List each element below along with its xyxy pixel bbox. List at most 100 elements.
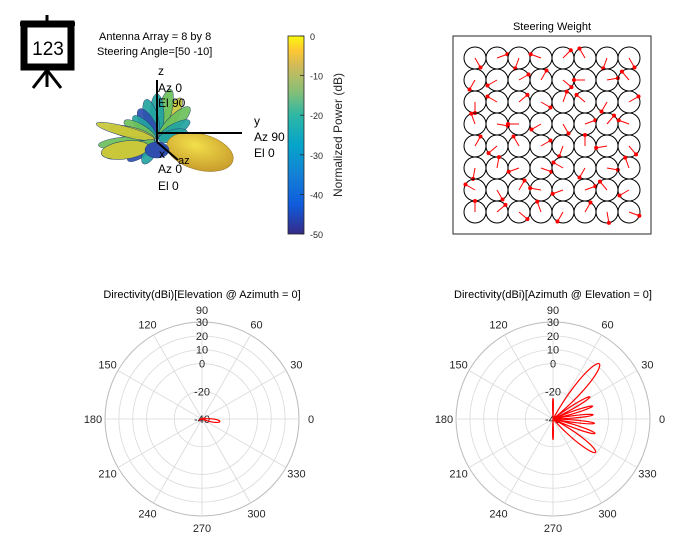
polar-radius-label: 30: [196, 317, 208, 329]
polar-angle-label: 300: [247, 508, 265, 520]
weight-marker: [528, 186, 533, 191]
polar-angle-label: 60: [250, 320, 262, 332]
weight-marker: [564, 89, 569, 94]
polar-angle-label: 90: [196, 305, 208, 317]
x-axis-az-label: Az 0: [158, 162, 182, 176]
weight-marker: [469, 111, 474, 116]
polar-angle-label: 30: [641, 360, 653, 372]
polar-angle-label: 240: [489, 508, 507, 520]
polar-grid-spoke: [504, 418, 554, 504]
polar-angle-label: 300: [598, 508, 616, 520]
weight-marker: [548, 138, 553, 143]
weight-marker: [496, 155, 501, 160]
steering-weight-panel: Steering Weight: [452, 21, 652, 235]
weight-marker: [616, 118, 621, 123]
colorbar-tick-label: 0: [310, 32, 315, 42]
colorbar-tick-label: -10: [310, 72, 323, 82]
weight-marker: [577, 46, 582, 51]
weight-marker: [550, 191, 555, 196]
weight-marker: [597, 179, 602, 184]
steering-weight-title: Steering Weight: [513, 21, 591, 33]
polar-angle-label: 30: [290, 360, 302, 372]
polar-angle-label: 240: [138, 508, 156, 520]
polar-angle-label: 330: [638, 469, 656, 481]
weight-marker: [551, 160, 556, 165]
weight-marker: [486, 151, 491, 156]
polar-grid-spoke: [153, 418, 203, 504]
steering-angle-label: Steering Angle=[50 -10]: [97, 46, 212, 58]
x-axis-line: [156, 141, 179, 161]
polar-radius-label: -40: [194, 414, 210, 426]
weight-marker: [485, 83, 490, 88]
polar-angle-label: 150: [449, 360, 467, 372]
polar-grid-spoke: [552, 370, 638, 420]
directivity-curve: [552, 362, 601, 454]
polar-radius-label: 10: [196, 345, 208, 357]
weight-marker: [529, 127, 534, 132]
weight-marker: [467, 87, 472, 92]
weight-marker: [636, 94, 641, 99]
polar-radius-label: 20: [547, 331, 559, 343]
main-beam-lobe: [166, 132, 234, 172]
weight-marker: [634, 152, 639, 157]
weight-marker: [637, 213, 642, 218]
weight-marker: [548, 105, 553, 110]
y-axis-el-label: El 0: [254, 146, 275, 160]
weight-marker: [485, 94, 490, 99]
weight-marker: [612, 113, 617, 118]
weight-marker: [555, 219, 560, 224]
weight-marker: [574, 92, 579, 97]
weight-marker: [511, 134, 516, 139]
polar-angle-label: 180: [435, 414, 453, 426]
weight-marker: [583, 133, 587, 137]
weight-marker: [526, 72, 531, 77]
polar-grid-spoke: [117, 370, 203, 420]
polar-angle-label: 60: [601, 320, 613, 332]
weight-marker: [588, 200, 593, 205]
polar-radius-label: -20: [194, 386, 210, 398]
colorbar-tick-label: -30: [310, 151, 323, 161]
polar-angle-label: 270: [544, 523, 562, 535]
pattern-lobe: [95, 122, 155, 141]
weight-marker: [525, 92, 530, 97]
weight-marker: [623, 155, 628, 160]
weight-marker: [503, 202, 508, 207]
polar-elevation-plot: 0 30 60 90 120 150 180 210 240 270 300 330 30 20 10 0 -2…: [84, 305, 314, 535]
colorbar-label: Normalized Power (dB): [331, 73, 345, 197]
weight-marker: [535, 199, 540, 204]
x-axis-label: x: [159, 147, 165, 161]
polar-angle-label: 0: [659, 414, 665, 426]
steering-weight-grid: [463, 46, 642, 225]
z-axis-az-label: Az 0: [158, 81, 182, 95]
polar-radius-label: 0: [550, 359, 556, 371]
weight-marker: [522, 178, 527, 183]
polar-elevation-title: Directivity(dBi)[Elevation @ Azimuth = 0…: [103, 289, 300, 301]
polar-grid-spoke: [201, 370, 287, 420]
polar-angle-label: 330: [287, 469, 305, 481]
polar-radius-label: 10: [547, 345, 559, 357]
weight-marker: [617, 193, 622, 198]
polar-angle-label: 210: [98, 469, 116, 481]
weight-marker: [568, 48, 573, 53]
polar-angle-label: 90: [547, 305, 559, 317]
weight-marker: [525, 217, 530, 222]
colorbar-tick-label: -40: [310, 190, 323, 200]
steering-weight-frame: [452, 35, 652, 235]
polar-angle-label: 210: [449, 469, 467, 481]
weight-marker: [544, 68, 549, 73]
polar-radius-label: 20: [196, 331, 208, 343]
radiation-pattern-3d: [95, 88, 234, 172]
weight-marker: [528, 52, 533, 57]
weight-marker: [566, 131, 571, 136]
weight-marker: [473, 199, 477, 203]
polar-grid-spoke: [153, 334, 203, 420]
weight-marker: [572, 78, 576, 82]
weight-circle: [617, 200, 641, 224]
weight-marker: [478, 134, 483, 139]
polar-azimuth-title: Directivity(dBi)[Azimuth @ Elevation = 0…: [454, 289, 652, 301]
polar-grid-spoke: [201, 334, 251, 420]
y-axis-label: y: [254, 114, 260, 128]
polar-angle-label: 270: [193, 523, 211, 535]
x-axis-short-label: az: [178, 155, 190, 167]
weight-marker: [577, 175, 582, 180]
